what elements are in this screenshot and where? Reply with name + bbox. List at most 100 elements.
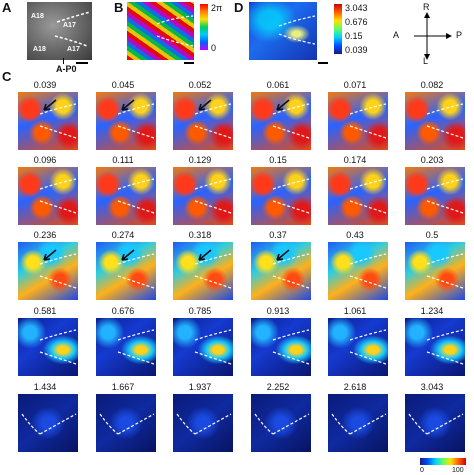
tile-frequency-label: 0.203 bbox=[420, 155, 444, 165]
magnitude-colorbar bbox=[334, 4, 342, 54]
arrow-icon bbox=[43, 99, 57, 111]
response-map-tile bbox=[251, 92, 311, 150]
arrow-icon bbox=[198, 249, 212, 261]
tile-border-lines bbox=[272, 249, 310, 289]
tile-border-lines bbox=[272, 99, 310, 139]
response-map-tile bbox=[405, 242, 465, 300]
phase-cbar-top-label: 2π bbox=[211, 3, 223, 13]
area-label-a18-bottom: A18 bbox=[33, 46, 46, 53]
response-map-tile bbox=[18, 394, 78, 452]
response-map-tile bbox=[328, 92, 388, 150]
response-map-tile bbox=[405, 92, 465, 150]
tile-border-lines bbox=[194, 178, 232, 214]
response-map-tile bbox=[96, 92, 156, 150]
tile-frequency-label: 0.785 bbox=[188, 306, 212, 316]
response-map-tile bbox=[328, 242, 388, 300]
response-map-tile bbox=[18, 242, 78, 300]
tile-frequency-label: 0.43 bbox=[346, 230, 364, 240]
tile-frequency-label: 0.581 bbox=[33, 306, 57, 316]
tile-frequency-label: 0.071 bbox=[343, 80, 367, 90]
response-map-tile bbox=[328, 318, 388, 376]
percent-cbar-min: 0 bbox=[420, 467, 424, 474]
response-map-tile bbox=[328, 167, 388, 225]
tile-border-lines bbox=[272, 329, 310, 365]
arrow-icon bbox=[121, 249, 135, 261]
phase-colorbar bbox=[200, 4, 208, 50]
tile-border-lines bbox=[194, 249, 232, 289]
area-label-a18-top: A18 bbox=[31, 13, 44, 20]
mag-cbar-tick-1: 3.043 bbox=[345, 3, 368, 13]
response-map-tile bbox=[251, 242, 311, 300]
panel-d-letter: D bbox=[234, 0, 244, 15]
tile-frequency-label: 0.096 bbox=[33, 155, 57, 165]
tile-border-lines bbox=[117, 249, 155, 289]
phase-map-border bbox=[156, 15, 194, 47]
panel-c-letter: C bbox=[2, 69, 12, 84]
tile-border-lines bbox=[39, 99, 77, 139]
compass-a-label: A bbox=[393, 30, 400, 40]
ap-zero-label: A-P0 bbox=[56, 64, 77, 74]
tile-frequency-label: 1.667 bbox=[111, 382, 135, 392]
tile-frequency-label: 0.039 bbox=[33, 80, 57, 90]
mag-cbar-tick-2: 0.676 bbox=[345, 17, 368, 27]
response-map-tile bbox=[251, 318, 311, 376]
percent-colorbar bbox=[420, 458, 466, 465]
tile-frequency-label: 0.052 bbox=[188, 80, 212, 90]
tile-frequency-label: 1.061 bbox=[343, 306, 367, 316]
tile-frequency-label: 0.318 bbox=[188, 230, 212, 240]
tile-border-lines bbox=[408, 413, 464, 435]
tile-border-lines bbox=[349, 329, 387, 365]
tile-border-lines bbox=[176, 413, 232, 435]
tile-frequency-label: 0.174 bbox=[343, 155, 367, 165]
phase-map bbox=[127, 2, 194, 60]
response-map-tile bbox=[251, 167, 311, 225]
arrow-icon bbox=[276, 99, 290, 111]
tile-border-lines bbox=[194, 329, 232, 365]
response-map-tile bbox=[405, 167, 465, 225]
tile-frequency-label: 0.676 bbox=[111, 306, 135, 316]
scale-bar-b bbox=[184, 62, 194, 64]
tile-border-lines bbox=[39, 178, 77, 214]
magnitude-map bbox=[249, 2, 317, 60]
response-map-tile bbox=[173, 92, 233, 150]
tile-border-lines bbox=[194, 99, 232, 139]
compass-arrows bbox=[414, 12, 452, 60]
tile-border-lines bbox=[426, 253, 464, 289]
area-label-a17-top: A17 bbox=[63, 22, 76, 29]
tile-frequency-label: 0.082 bbox=[420, 80, 444, 90]
tile-border-lines bbox=[117, 178, 155, 214]
response-map-tile bbox=[405, 394, 465, 452]
response-map-tile bbox=[328, 394, 388, 452]
tile-border-lines bbox=[349, 178, 387, 214]
response-map-tile bbox=[18, 318, 78, 376]
tile-border-lines bbox=[426, 178, 464, 214]
compass-r-label: R bbox=[423, 2, 430, 12]
response-map-tile bbox=[173, 394, 233, 452]
tile-frequency-label: 0.129 bbox=[188, 155, 212, 165]
mag-cbar-tick-4: 0.039 bbox=[345, 45, 368, 55]
scale-bar-a bbox=[76, 62, 88, 64]
response-map-tile bbox=[18, 167, 78, 225]
tile-frequency-label: 1.434 bbox=[33, 382, 57, 392]
response-map-tile bbox=[173, 318, 233, 376]
response-map-tile bbox=[96, 167, 156, 225]
tile-border-lines bbox=[426, 329, 464, 365]
arrow-icon bbox=[276, 249, 290, 261]
tile-frequency-label: 0.045 bbox=[111, 80, 135, 90]
tile-border-lines bbox=[272, 178, 310, 214]
tile-border-lines bbox=[254, 413, 310, 435]
tile-border-lines bbox=[426, 103, 464, 139]
tile-border-lines bbox=[349, 103, 387, 139]
response-map-tile bbox=[173, 242, 233, 300]
panel-b-letter: B bbox=[114, 0, 124, 15]
panel-a-letter: A bbox=[2, 0, 12, 15]
tile-frequency-label: 0.061 bbox=[266, 80, 290, 90]
tile-frequency-label: 1.937 bbox=[188, 382, 212, 392]
response-map-tile bbox=[18, 92, 78, 150]
arrow-icon bbox=[198, 99, 212, 111]
tile-border-lines bbox=[21, 413, 77, 435]
area-label-a17-bottom: A17 bbox=[67, 46, 80, 53]
tile-border-lines bbox=[39, 329, 77, 365]
response-map-tile bbox=[251, 394, 311, 452]
magnitude-map-border bbox=[278, 15, 316, 45]
